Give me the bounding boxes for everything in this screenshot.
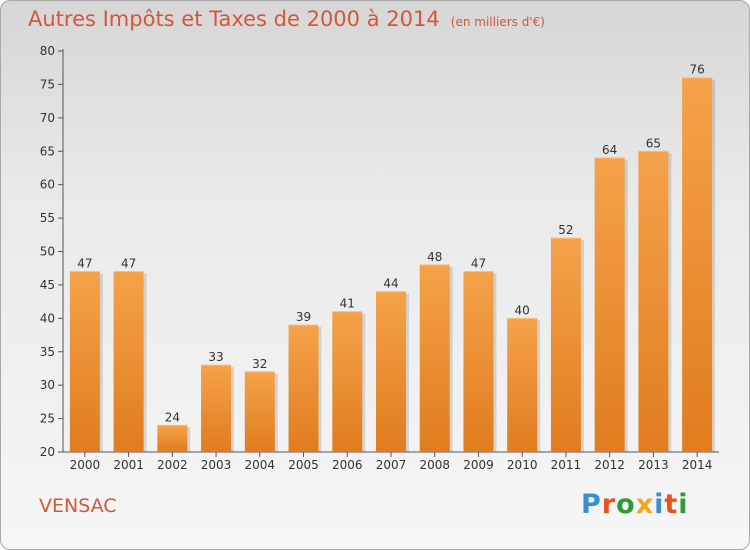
data-label: 48 xyxy=(427,250,442,264)
commune-name: VENSAC xyxy=(39,495,117,517)
bar xyxy=(201,365,232,452)
y-tick-label: 80 xyxy=(40,44,55,58)
data-label: 64 xyxy=(602,143,617,157)
y-tick-label: 45 xyxy=(40,278,55,292)
chart-title: Autres Impôts et Taxes de 2000 à 2014 (e… xyxy=(28,7,545,31)
x-tick-label: 2010 xyxy=(507,458,538,472)
bar xyxy=(376,291,406,452)
bar xyxy=(507,318,538,452)
data-label: 44 xyxy=(383,277,398,291)
bar xyxy=(463,271,494,452)
title-unit: (en milliers d'€) xyxy=(450,15,545,29)
y-tick-label: 70 xyxy=(40,111,55,125)
y-tick-label: 60 xyxy=(40,178,55,192)
bar xyxy=(244,371,275,452)
data-label: 41 xyxy=(340,297,355,311)
x-tick-label: 2002 xyxy=(157,458,188,472)
x-tick-label: 2004 xyxy=(245,458,276,472)
x-tick-label: 2008 xyxy=(419,458,450,472)
bar xyxy=(594,157,625,452)
x-tick-label: 2011 xyxy=(551,458,582,472)
bar xyxy=(682,77,713,452)
data-label: 47 xyxy=(121,257,136,271)
logo-letter: t xyxy=(664,489,679,520)
x-tick-label: 2006 xyxy=(332,458,363,472)
bar xyxy=(332,311,363,452)
x-tick-label: 2000 xyxy=(70,458,101,472)
y-tick-label: 35 xyxy=(40,345,55,359)
data-label: 76 xyxy=(689,63,704,77)
data-label: 52 xyxy=(558,223,573,237)
bar xyxy=(157,425,188,452)
x-tick-label: 2014 xyxy=(682,458,713,472)
title-main: Autres Impôts et Taxes de 2000 à 2014 xyxy=(28,7,440,31)
bar xyxy=(638,151,669,452)
bar xyxy=(419,264,450,452)
data-label: 24 xyxy=(165,410,180,424)
y-tick-label: 40 xyxy=(40,311,55,325)
x-tick-label: 2009 xyxy=(463,458,494,472)
data-label: 65 xyxy=(646,136,661,150)
x-tick-label: 2013 xyxy=(638,458,669,472)
logo-letter: o xyxy=(616,489,636,520)
y-tick-label: 25 xyxy=(40,412,55,426)
x-tick-label: 2012 xyxy=(594,458,625,472)
logo-letter: P xyxy=(581,489,602,520)
bar xyxy=(69,271,100,452)
x-tick-label: 2001 xyxy=(113,458,144,472)
x-tick-label: 2003 xyxy=(201,458,232,472)
y-tick-label: 20 xyxy=(40,445,55,459)
y-tick-label: 55 xyxy=(40,211,55,225)
logo-letter: i xyxy=(654,489,665,520)
y-tick-label: 65 xyxy=(40,144,55,158)
data-label: 32 xyxy=(252,357,267,371)
logo-letter: x xyxy=(635,489,655,520)
logo-letter: i xyxy=(678,489,689,520)
proxiti-logo: Proxiti xyxy=(581,489,689,520)
bar xyxy=(550,238,581,452)
bar xyxy=(288,325,319,452)
y-tick-label: 30 xyxy=(40,378,55,392)
data-label: 33 xyxy=(208,350,223,364)
x-tick-label: 2005 xyxy=(288,458,319,472)
logo-letter: r xyxy=(601,489,617,520)
bar xyxy=(113,271,144,452)
data-label: 40 xyxy=(515,303,530,317)
x-tick-label: 2007 xyxy=(376,458,407,472)
data-label: 47 xyxy=(471,257,486,271)
data-label: 47 xyxy=(77,257,92,271)
y-tick-label: 50 xyxy=(40,245,55,259)
y-tick-label: 75 xyxy=(40,77,55,91)
data-label: 39 xyxy=(296,310,311,324)
